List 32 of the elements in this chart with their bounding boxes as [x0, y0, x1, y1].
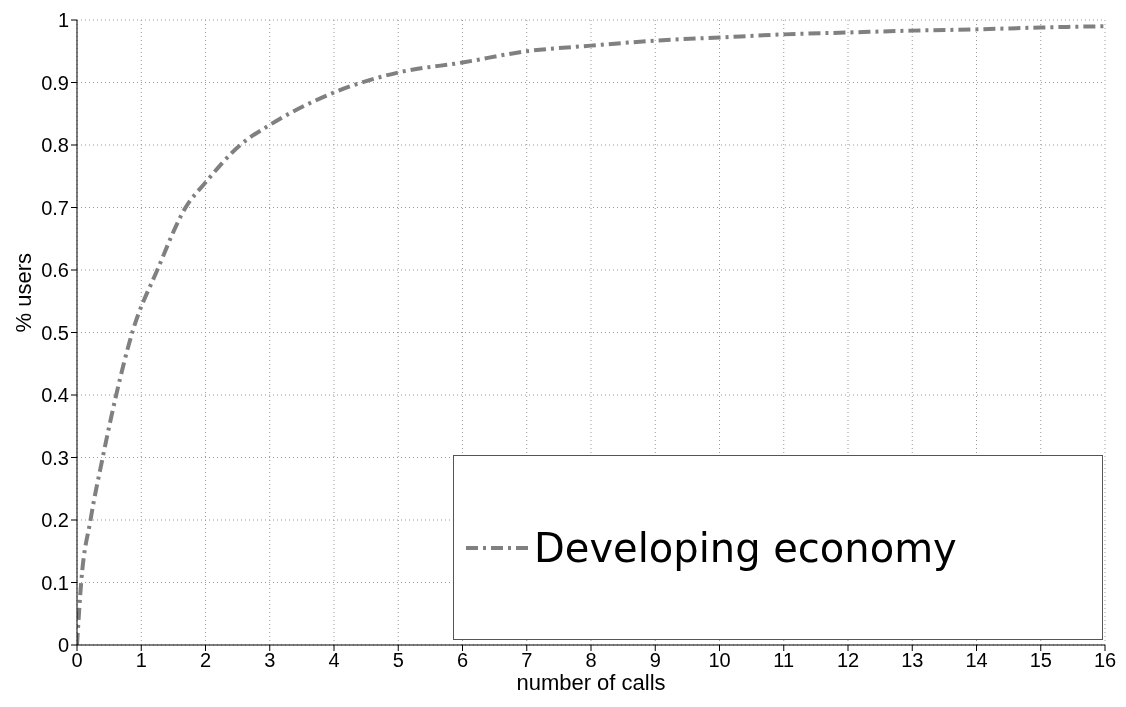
x-tick-label: 6 — [456, 649, 469, 672]
y-tick-label: 0.3 — [41, 446, 69, 469]
x-tick-label: 2 — [199, 649, 212, 672]
legend-box: Developing economy — [453, 455, 1103, 640]
x-tick-label: 1 — [135, 649, 147, 672]
x-tick-label: 11 — [773, 649, 795, 672]
y-tick-label: 0.6 — [41, 259, 69, 282]
y-tick-label: 1 — [57, 9, 69, 32]
y-tick-label: 0 — [57, 634, 69, 657]
x-tick-label: 7 — [521, 649, 533, 672]
y-tick-label: 0.8 — [41, 134, 69, 157]
x-tick-label: 9 — [649, 649, 661, 672]
y-tick-label: 0.7 — [41, 196, 69, 219]
x-axis-title: number of calls — [516, 670, 666, 695]
y-tick-label: 0.9 — [41, 71, 69, 94]
x-tick-label: 0 — [71, 649, 83, 672]
x-tick-label: 15 — [1029, 649, 1052, 672]
x-tick-label: 4 — [328, 649, 340, 672]
x-tick-label: 3 — [264, 649, 276, 672]
y-tick-label: 0.2 — [41, 509, 69, 532]
legend-label: Developing economy — [534, 524, 957, 571]
y-tick-label: 0.4 — [41, 384, 69, 407]
y-tick-label: 0.5 — [41, 321, 69, 344]
x-tick-label: 16 — [1093, 649, 1117, 672]
x-tick-label: 13 — [901, 649, 924, 672]
x-tick-label: 12 — [836, 649, 860, 672]
x-tick-label: 10 — [708, 649, 731, 672]
x-tick-label: 14 — [965, 649, 988, 672]
x-tick-label: 5 — [392, 649, 404, 672]
y-axis-title: % users — [10, 253, 36, 333]
x-tick-label: 8 — [585, 649, 597, 672]
y-tick-label: 0.1 — [41, 571, 69, 594]
